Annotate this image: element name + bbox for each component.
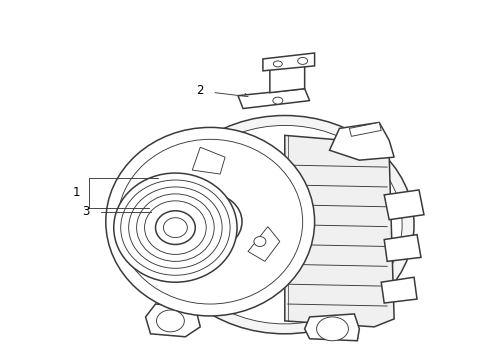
- Polygon shape: [284, 135, 393, 327]
- Text: 1: 1: [72, 186, 80, 199]
- Ellipse shape: [121, 180, 230, 275]
- Text: 2: 2: [196, 84, 203, 97]
- Ellipse shape: [155, 116, 413, 334]
- Ellipse shape: [273, 61, 282, 67]
- Polygon shape: [349, 122, 381, 136]
- Ellipse shape: [297, 58, 307, 64]
- Ellipse shape: [188, 203, 232, 240]
- Ellipse shape: [105, 127, 314, 316]
- Polygon shape: [329, 122, 393, 160]
- Polygon shape: [150, 253, 185, 281]
- Polygon shape: [304, 314, 359, 341]
- Polygon shape: [145, 304, 200, 337]
- Polygon shape: [247, 227, 279, 261]
- Ellipse shape: [316, 317, 347, 341]
- Ellipse shape: [178, 194, 242, 249]
- Ellipse shape: [118, 139, 302, 304]
- Ellipse shape: [144, 201, 206, 255]
- Ellipse shape: [156, 310, 184, 332]
- Polygon shape: [192, 147, 224, 174]
- Ellipse shape: [163, 218, 187, 238]
- Polygon shape: [384, 235, 420, 261]
- Polygon shape: [381, 277, 416, 303]
- Ellipse shape: [155, 211, 195, 244]
- Ellipse shape: [167, 125, 401, 324]
- Ellipse shape: [128, 187, 222, 268]
- Polygon shape: [263, 53, 314, 71]
- Ellipse shape: [253, 237, 265, 247]
- Polygon shape: [269, 59, 304, 93]
- Polygon shape: [238, 89, 309, 109]
- Ellipse shape: [136, 194, 214, 261]
- Ellipse shape: [272, 97, 282, 104]
- Polygon shape: [384, 190, 423, 220]
- Text: 3: 3: [82, 205, 89, 218]
- Ellipse shape: [114, 173, 237, 282]
